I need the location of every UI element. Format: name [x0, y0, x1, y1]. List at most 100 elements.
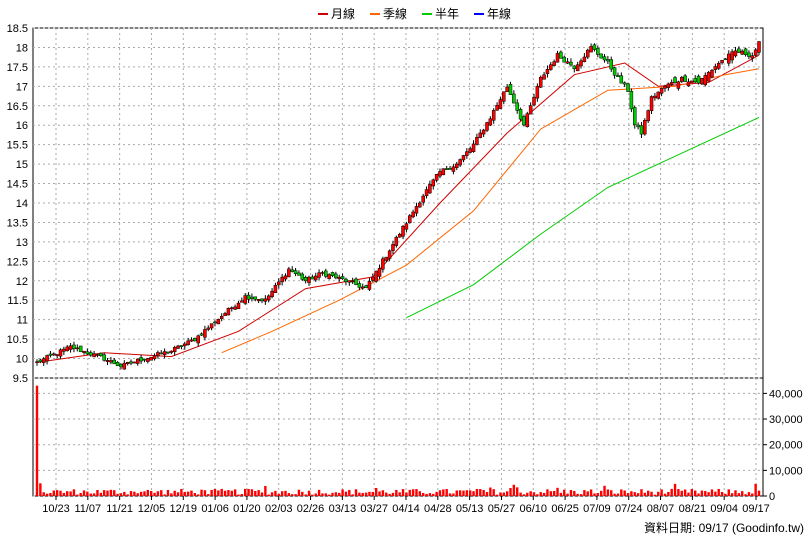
price-tick-label: 14	[16, 198, 28, 210]
volume-bar	[593, 493, 596, 496]
volume-bar	[76, 494, 79, 496]
volume-axis: 0 10,000 20,000 30,000 40,000	[763, 388, 803, 503]
volume-bar	[314, 493, 317, 496]
candle-down	[129, 361, 133, 364]
volume-bar	[133, 491, 136, 496]
date-tick-label: 12/19	[170, 503, 198, 515]
volume-bar	[66, 491, 69, 496]
volume-bars	[35, 385, 761, 496]
volume-bar	[428, 493, 432, 496]
volume-bar	[123, 491, 126, 496]
volume-bar	[42, 492, 45, 496]
candle-up	[730, 51, 734, 61]
candle-down	[142, 358, 147, 361]
date-tick-label: 08/21	[679, 503, 707, 515]
candle-up	[287, 268, 291, 278]
candle-up	[538, 76, 543, 88]
candle-up	[458, 159, 462, 166]
candle-down	[119, 364, 123, 368]
price-tick-label: 18	[16, 42, 28, 54]
volume-bar	[583, 490, 586, 496]
volume-bar	[418, 491, 422, 496]
volume-bar	[563, 489, 566, 496]
volume-bar	[606, 489, 610, 496]
candle-up	[317, 272, 321, 278]
candle-up	[152, 355, 157, 360]
price-tick-label: 11.5	[7, 295, 28, 307]
candle-up	[418, 202, 422, 208]
candle-up	[172, 347, 177, 352]
volume-bar	[341, 489, 344, 496]
volume-bar	[82, 490, 86, 496]
candle-up	[45, 355, 49, 362]
date-tick-label: 06/10	[520, 503, 548, 515]
candle-up	[676, 81, 681, 89]
volume-bar	[421, 492, 425, 496]
date-tick-label: 01/06	[201, 503, 229, 515]
volume-bar	[432, 493, 435, 496]
volume-panel	[32, 377, 764, 497]
candle-down	[696, 75, 701, 84]
volume-bar	[270, 492, 274, 496]
candle-up	[468, 148, 472, 153]
volume-bar	[616, 493, 620, 496]
candle-up	[552, 61, 556, 66]
volume-bar	[99, 492, 103, 496]
volume-bar	[153, 492, 156, 496]
volume-bar	[210, 489, 213, 496]
candle-up	[706, 72, 711, 82]
candle-down	[599, 53, 603, 59]
volume-bar	[532, 492, 536, 496]
candle-down	[559, 51, 563, 59]
candle-up	[414, 206, 419, 214]
volume-bar	[223, 490, 227, 496]
candle-up	[424, 189, 429, 197]
candle-down	[246, 294, 251, 300]
volume-bar	[59, 490, 62, 496]
volume-bar	[710, 489, 714, 496]
volume-bar	[49, 492, 52, 496]
candle-down	[88, 352, 93, 356]
volume-bar	[277, 493, 280, 496]
volume-bar	[96, 490, 99, 496]
date-tick-label: 02/26	[297, 503, 325, 515]
candle-up	[183, 343, 187, 347]
data-source-footer: 資料日期: 09/17 (Goodinfo.tw)	[644, 521, 804, 535]
volume-bar	[690, 489, 694, 496]
volume-bar	[143, 491, 146, 496]
volume-bar	[636, 493, 640, 496]
price-tick-label: 15	[16, 159, 28, 171]
volume-bar	[660, 489, 663, 496]
candle-up	[132, 361, 137, 364]
candle-down	[357, 283, 362, 288]
price-tick-label: 13	[16, 237, 28, 249]
date-tick-label: 04/28	[424, 503, 452, 515]
candle-up	[189, 339, 194, 342]
volume-bar	[183, 491, 186, 496]
candle-up	[209, 323, 214, 329]
date-tick-label: 05/27	[488, 503, 516, 515]
candle-up	[525, 113, 530, 128]
volume-bar	[516, 487, 519, 496]
volume-bar	[247, 488, 250, 496]
volume-bar	[405, 492, 408, 496]
date-tick-label: 09/04	[710, 503, 738, 515]
volume-bar	[200, 489, 203, 496]
candle-up	[733, 50, 738, 57]
candle-up	[750, 55, 755, 59]
volume-bar	[129, 491, 133, 496]
candle-down	[364, 285, 368, 288]
candle-up	[495, 105, 499, 111]
candle-up	[226, 307, 231, 316]
volume-bar	[744, 494, 747, 496]
volume-bar	[378, 491, 381, 496]
volume-bar	[573, 490, 576, 496]
date-axis: 10/23 11/07 11/21 12/05 12/19 01/06 01/20 02/03…	[42, 496, 770, 515]
volume-bar	[599, 490, 603, 496]
volume-bar	[549, 491, 552, 496]
candle-up	[471, 143, 476, 152]
candle-up	[475, 137, 479, 145]
volume-bar	[472, 491, 475, 496]
volume-bar	[149, 490, 153, 496]
